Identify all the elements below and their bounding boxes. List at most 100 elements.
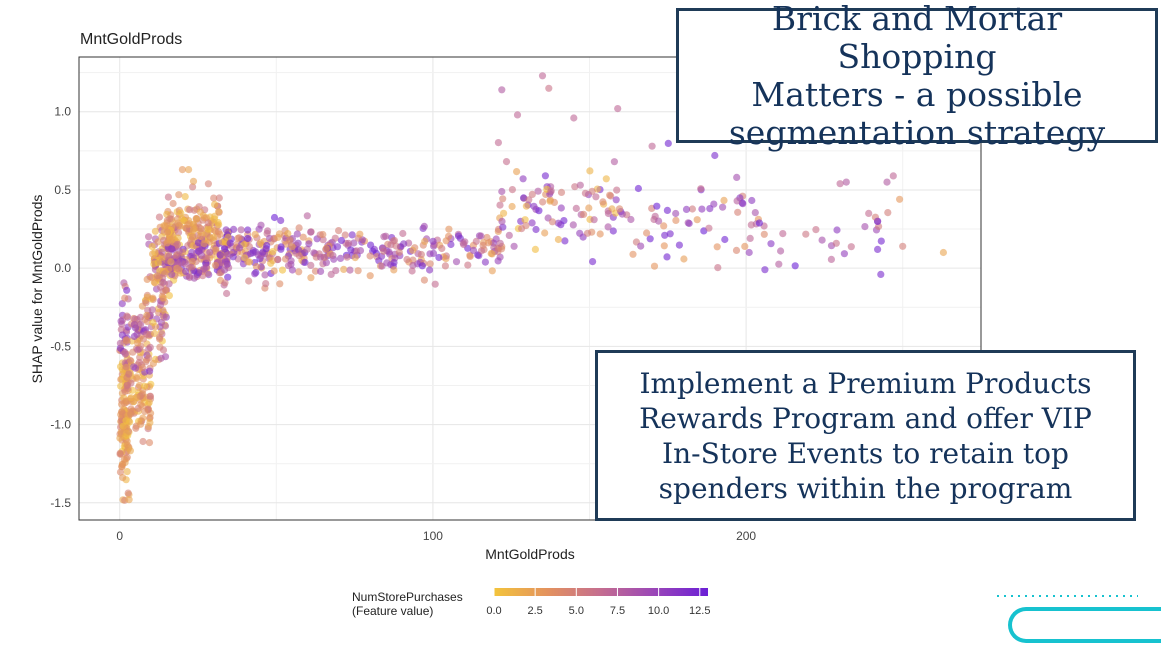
data-point xyxy=(203,255,211,263)
data-point xyxy=(204,180,212,188)
data-point xyxy=(720,196,728,204)
data-point xyxy=(500,209,508,217)
data-point xyxy=(576,181,584,189)
data-point xyxy=(889,172,897,180)
data-point xyxy=(761,266,769,274)
data-point xyxy=(469,246,478,254)
data-point xyxy=(660,242,668,250)
data-point xyxy=(528,190,536,198)
data-point xyxy=(896,195,904,203)
data-point xyxy=(137,320,145,328)
data-point xyxy=(748,196,756,205)
data-point xyxy=(721,235,729,244)
data-point xyxy=(741,242,749,250)
data-point xyxy=(189,177,198,185)
data-point xyxy=(163,239,171,247)
data-point xyxy=(270,267,278,275)
data-point xyxy=(133,330,141,338)
data-point xyxy=(117,317,125,325)
data-point xyxy=(293,230,301,238)
data-point xyxy=(522,202,531,210)
data-point xyxy=(123,312,131,320)
data-point xyxy=(267,259,275,267)
data-point xyxy=(307,261,315,269)
data-point xyxy=(589,258,597,266)
data-point xyxy=(188,236,196,244)
data-point xyxy=(276,280,284,288)
data-point xyxy=(604,223,612,231)
data-point xyxy=(713,243,721,251)
data-point xyxy=(498,86,506,94)
data-point xyxy=(149,318,157,327)
data-point xyxy=(382,232,390,240)
data-point xyxy=(494,257,502,265)
data-point xyxy=(445,225,453,233)
data-point xyxy=(165,265,173,273)
data-point xyxy=(118,300,126,308)
data-point xyxy=(660,222,668,230)
data-point xyxy=(755,219,764,227)
data-point xyxy=(510,242,518,250)
data-point xyxy=(499,195,507,203)
data-point xyxy=(274,255,282,263)
data-point xyxy=(426,266,434,274)
data-point xyxy=(143,330,151,338)
data-point xyxy=(287,257,295,265)
data-point xyxy=(539,198,547,206)
data-point xyxy=(167,258,175,266)
data-point xyxy=(185,166,193,174)
data-point xyxy=(697,185,705,193)
data-point xyxy=(343,253,351,261)
data-point xyxy=(513,168,521,176)
data-point xyxy=(344,239,353,247)
data-point xyxy=(145,233,153,241)
data-point xyxy=(141,382,149,390)
data-point xyxy=(145,345,153,353)
data-point xyxy=(693,216,701,224)
data-point xyxy=(581,189,590,197)
data-point xyxy=(192,215,201,223)
data-point xyxy=(204,219,212,227)
data-point xyxy=(777,247,785,255)
data-point xyxy=(389,237,397,245)
data-point xyxy=(571,183,579,191)
data-point xyxy=(347,246,355,254)
data-point xyxy=(224,273,232,281)
data-point xyxy=(226,239,234,247)
data-point xyxy=(847,243,855,251)
decorative-pill-shape xyxy=(1008,607,1161,643)
data-point xyxy=(379,244,387,252)
data-point xyxy=(211,226,219,235)
data-point xyxy=(158,248,166,256)
data-point xyxy=(609,227,617,235)
data-point xyxy=(262,280,270,288)
data-point xyxy=(877,270,885,278)
data-point xyxy=(245,242,253,251)
data-point xyxy=(264,227,272,235)
data-point xyxy=(602,175,610,183)
data-point xyxy=(435,253,443,262)
data-point xyxy=(528,219,536,227)
data-point xyxy=(319,230,327,239)
data-point xyxy=(255,225,263,233)
data-point xyxy=(234,234,242,242)
data-point xyxy=(133,373,141,381)
data-point xyxy=(403,255,411,264)
data-point xyxy=(331,234,339,242)
data-point xyxy=(215,208,223,216)
data-point xyxy=(222,226,230,234)
data-point xyxy=(441,262,449,270)
y-axis-label: SHAP value for MntGoldProds xyxy=(29,195,45,384)
data-point xyxy=(221,245,229,253)
data-point xyxy=(733,197,741,205)
legend-tick-label: 12.5 xyxy=(689,605,710,617)
data-point xyxy=(165,292,173,300)
data-point xyxy=(148,243,156,251)
data-point xyxy=(139,414,147,422)
data-point xyxy=(189,220,197,228)
data-point xyxy=(637,242,645,250)
data-point xyxy=(151,227,159,235)
data-point xyxy=(125,496,133,504)
data-point xyxy=(643,229,651,237)
